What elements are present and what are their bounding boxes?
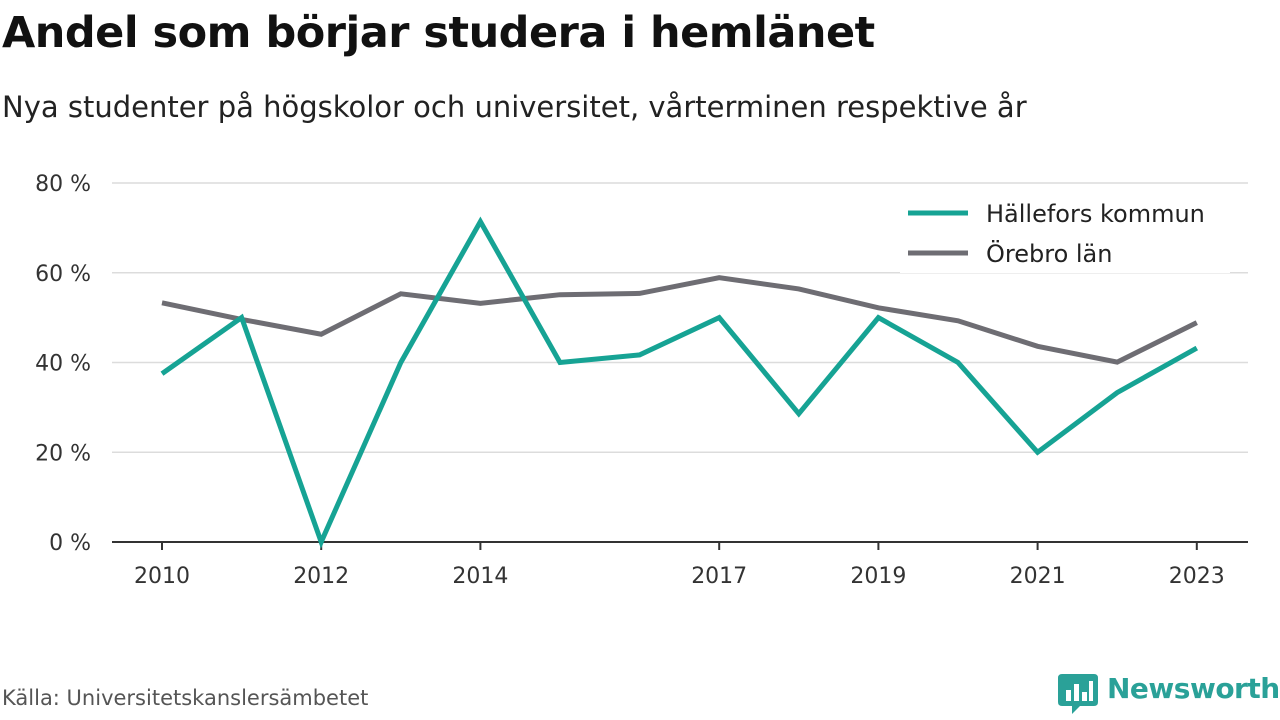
legend-label: Hällefors kommun <box>986 200 1205 228</box>
y-tick-label: 60 % <box>35 262 91 287</box>
legend: Hällefors kommun Örebro län <box>900 193 1230 273</box>
legend-label: Örebro län <box>986 239 1112 268</box>
x-tick-label: 2010 <box>134 564 190 589</box>
y-tick-label: 40 % <box>35 352 91 377</box>
chart-subtitle: Nya studenter på högskolor och universit… <box>2 90 1027 124</box>
bar-chart-speech-bubble-icon <box>1058 674 1098 714</box>
brand-name: Newsworthy <box>1107 672 1280 705</box>
x-tick-label: 2014 <box>452 564 508 589</box>
x-tick-label: 2021 <box>1010 564 1066 589</box>
source-note: Källa: Universitetskanslersämbetet <box>2 686 369 710</box>
x-tick-label: 2012 <box>293 564 349 589</box>
y-tick-label: 0 % <box>49 531 91 556</box>
chart-title: Andel som börjar studera i hemlänet <box>2 8 875 58</box>
series-line-1 <box>161 275 1198 365</box>
x-tick-label: 2023 <box>1169 564 1225 589</box>
series-line-0 <box>160 216 1199 549</box>
y-tick-label: 20 % <box>35 441 91 466</box>
y-axis: 0 % 20 % 40 % 60 % 80 % <box>35 172 91 556</box>
x-axis: 2010 2012 2014 2017 2019 2021 2023 <box>112 541 1248 589</box>
brand-logo: Newsworthy <box>1058 672 1280 716</box>
x-tick-label: 2017 <box>691 564 747 589</box>
y-tick-label: 80 % <box>35 172 91 197</box>
x-tick-label: 2019 <box>850 564 906 589</box>
series-lines <box>160 216 1199 549</box>
legend-background <box>900 193 1230 273</box>
